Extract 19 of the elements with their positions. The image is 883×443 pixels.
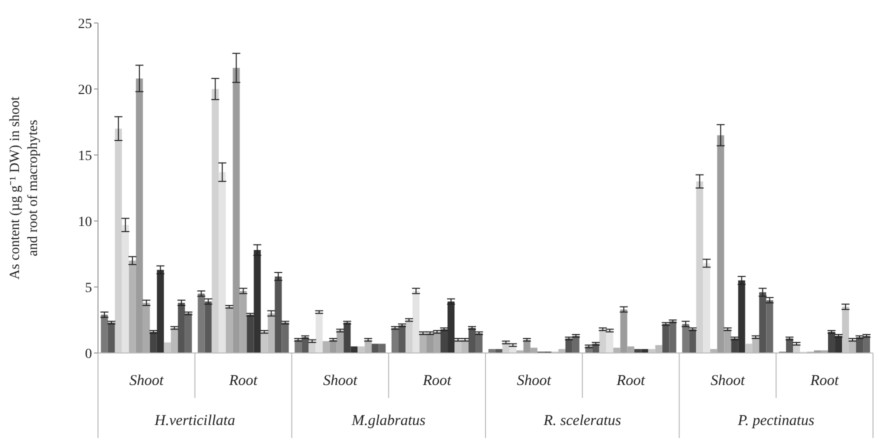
y-tick-label: 0 [85,346,92,362]
y-tick-label: 15 [78,148,92,164]
x-tick-label: Shoot [516,373,552,389]
x-tick-label: Root [809,373,840,389]
y-tick-label: 25 [78,16,92,32]
y-tick-label: 5 [85,280,92,296]
x-tick-label: Root [228,373,258,389]
x-tick-label: Root [616,373,646,389]
x-tick-label: Shoot [323,373,358,389]
y-tick-label: 10 [78,214,92,230]
x-tick-label: Root [422,373,452,389]
text: R. sceleratus [542,413,622,429]
x-tick-label: Shoot [129,373,164,389]
x-tick-label: Shoot [710,373,746,389]
text: P. pectinatus [736,413,814,429]
y-tick-label: 20 [78,82,92,98]
text: M.glabratus [350,413,426,429]
y-axis-title: As content (µg g⁻¹ DW) in shoot and root of macrophytes [8,96,41,280]
text: H.verticillata [154,413,236,429]
